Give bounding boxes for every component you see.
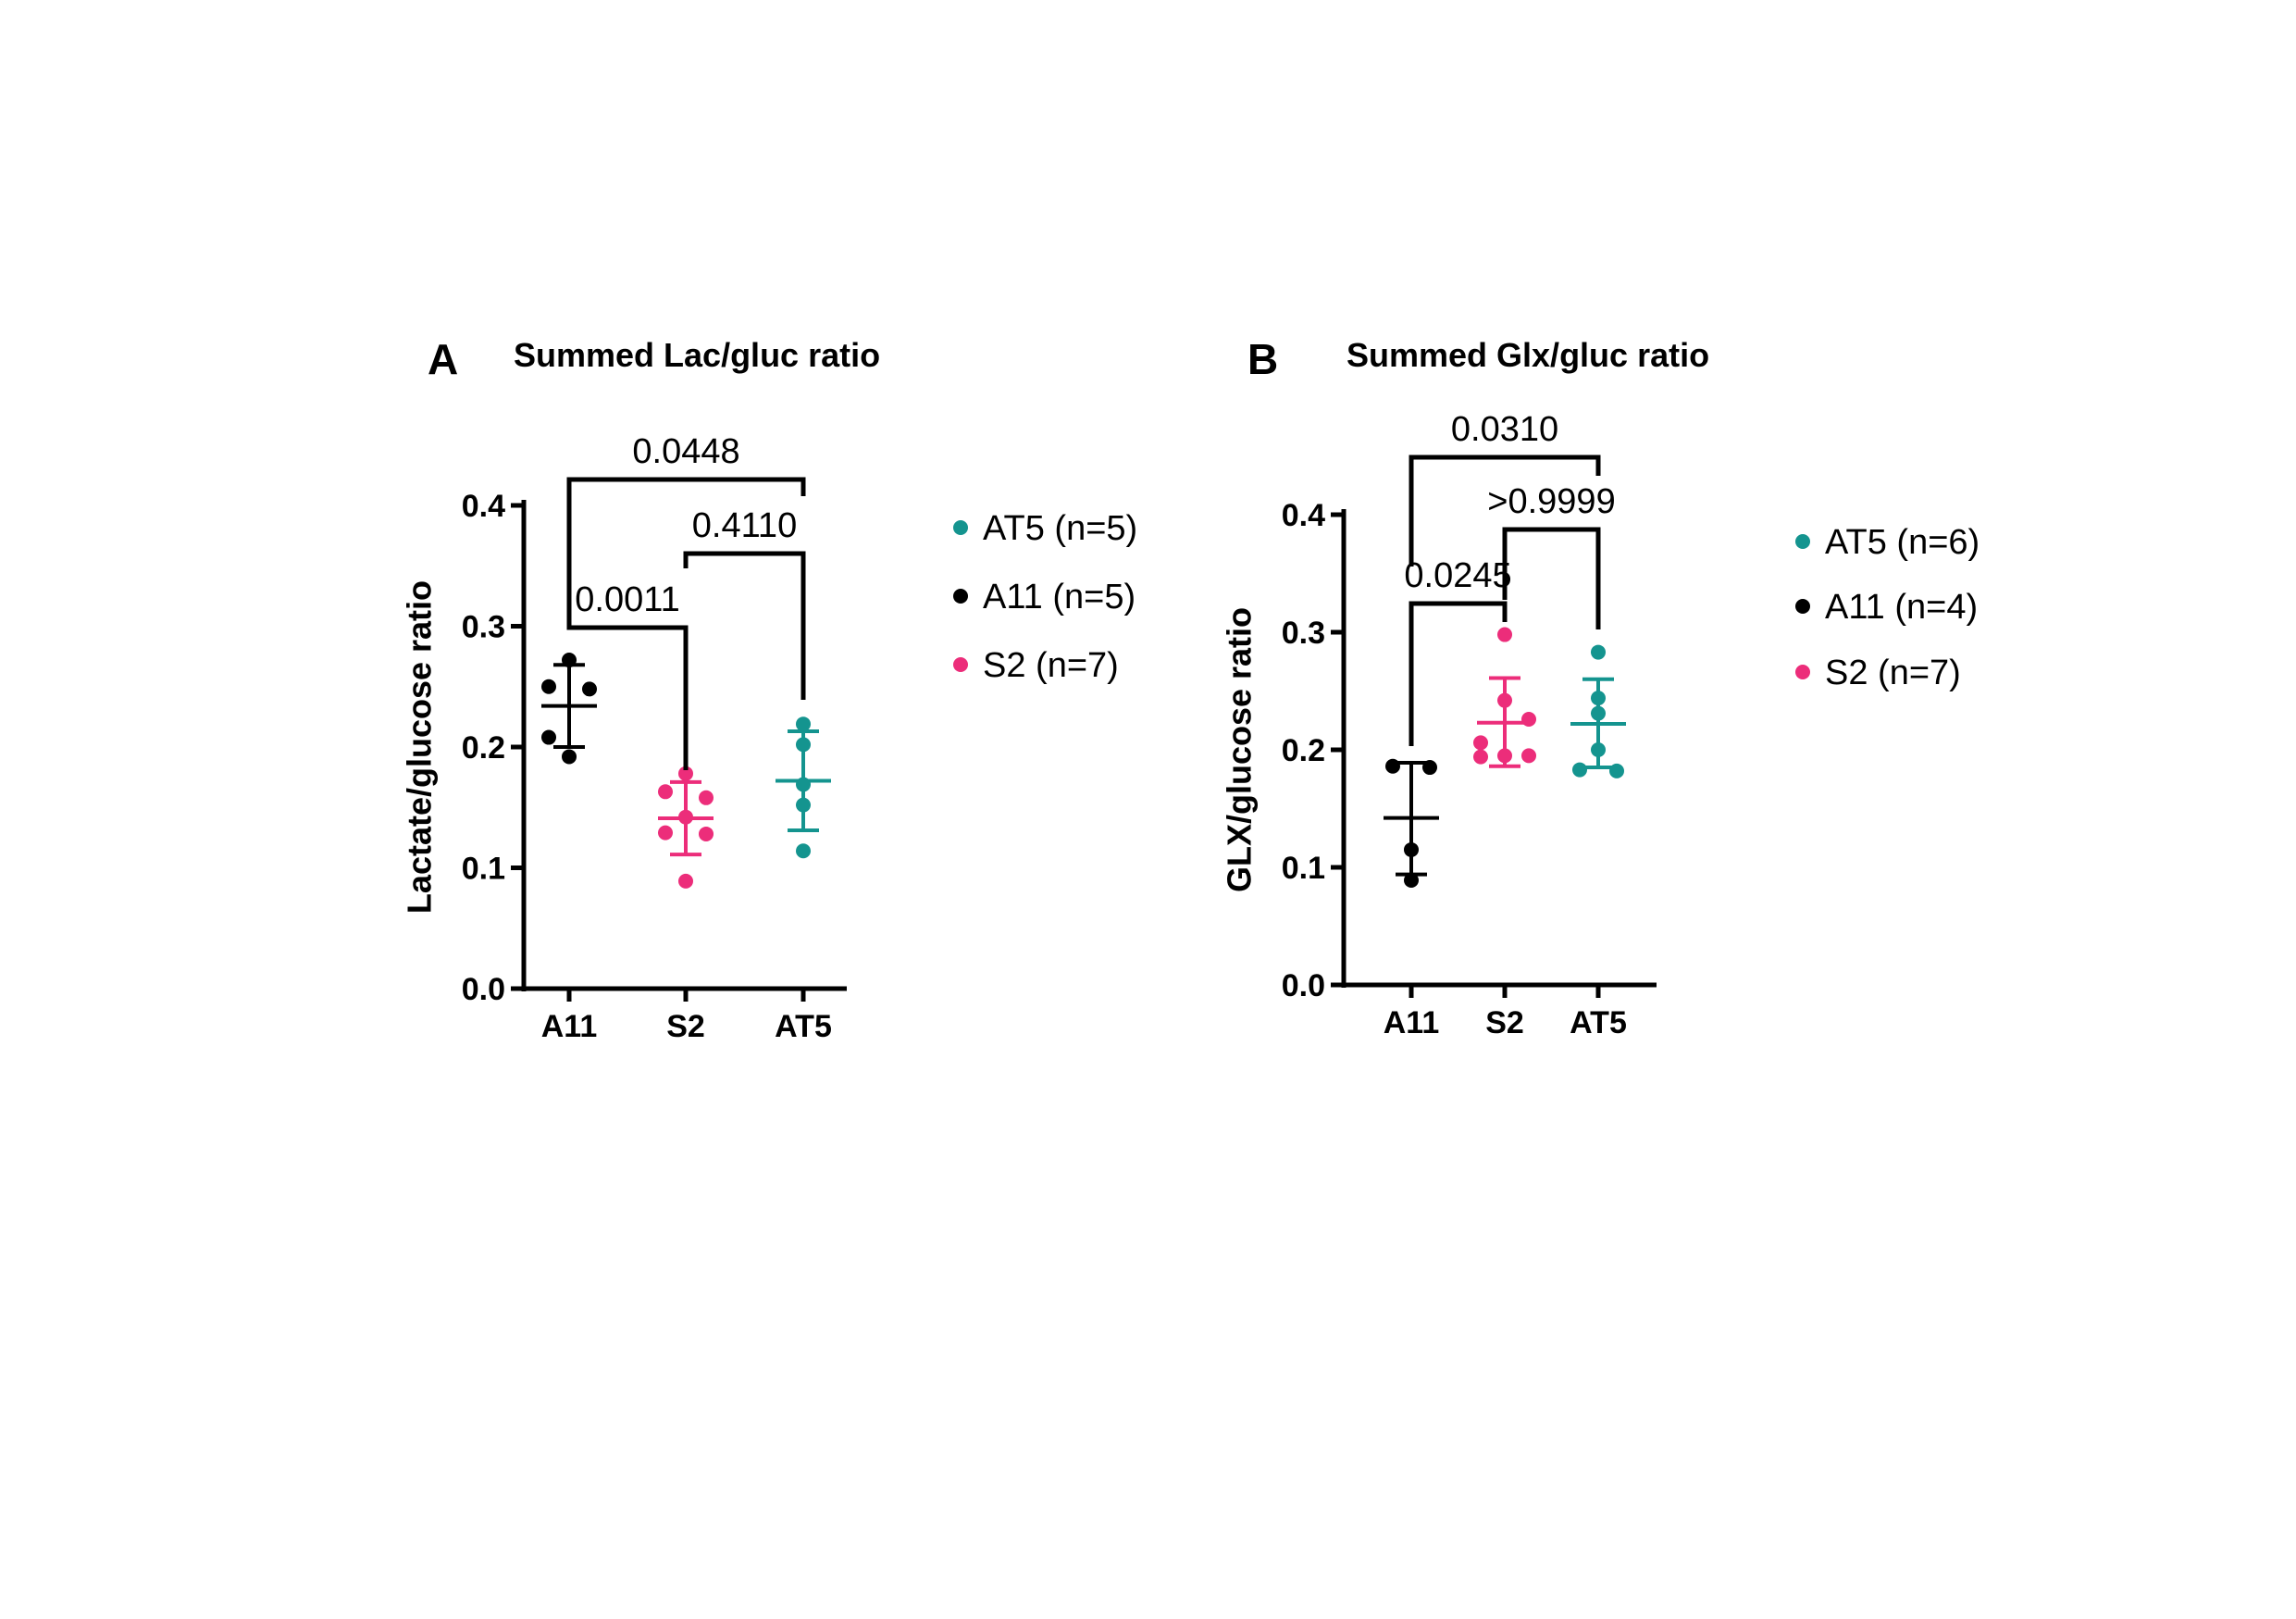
p-value-label: 0.4110 (692, 506, 797, 545)
data-point-s2 (658, 784, 673, 800)
p-value-label: 0.0310 (1451, 410, 1558, 449)
data-point-s2 (678, 873, 693, 889)
y-tick-label: 0.2 (1282, 733, 1325, 768)
panel-a: A Summed Lac/gluc ratio Lactate/glucose ra… (401, 335, 1138, 1044)
p-value-label: 0.0011 (575, 580, 679, 619)
data-point-s2 (1473, 749, 1488, 765)
legend-item: A11 (n=4) (1825, 588, 1978, 627)
data-point-s2 (1473, 735, 1488, 751)
legend-marker (1795, 599, 1810, 614)
legend-marker (953, 520, 968, 535)
y-tick-label: 0.4 (1282, 498, 1325, 533)
data-point-at5 (1572, 762, 1587, 778)
y-tick-label: 0.2 (462, 730, 505, 766)
data-point-s2 (1521, 748, 1536, 764)
data-point-s2 (678, 766, 693, 781)
p-value-label: 0.0245 (1404, 556, 1511, 595)
data-point-s2 (1497, 627, 1512, 642)
chart-title: Summed Lac/gluc ratio (514, 336, 880, 374)
y-tick-label: 0.1 (1282, 851, 1325, 886)
chart-title: Summed Glx/gluc ratio (1347, 336, 1709, 374)
y-axis-label: GLX/glucose ratio (1221, 607, 1259, 892)
y-tick-label: 0.1 (462, 852, 505, 887)
legend-item: AT5 (n=5) (983, 509, 1137, 548)
panel-letter: B (1247, 335, 1278, 383)
y-tick-label: 0.0 (1282, 968, 1325, 1003)
legend-item: A11 (n=5) (983, 578, 1136, 616)
p-value-label: 0.0448 (632, 432, 739, 471)
legend-marker (953, 657, 968, 672)
significance-bracket (1409, 455, 1601, 567)
x-tick-label: S2 (1485, 1005, 1524, 1040)
y-tick-label: 0.3 (1282, 616, 1325, 651)
data-point-s2 (699, 790, 714, 805)
data-point-at5 (796, 716, 811, 732)
p-value-label: >0.9999 (1487, 482, 1615, 521)
data-point-a11 (541, 679, 556, 694)
x-tick-label: AT5 (775, 1009, 832, 1044)
data-point-a11 (562, 749, 577, 765)
significance-bracket (683, 551, 806, 700)
y-tick-label: 0.0 (462, 972, 505, 1007)
significance-bracket (1409, 601, 1508, 746)
x-tick-label: S2 (666, 1009, 705, 1044)
significance-bracket (566, 477, 806, 567)
x-tick-label: A11 (1384, 1005, 1440, 1040)
x-tick-label: AT5 (1570, 1005, 1627, 1040)
data-point-s2 (658, 825, 673, 841)
legend-marker (953, 589, 968, 604)
data-point-a11 (541, 729, 556, 745)
legend-item: S2 (n=7) (1825, 654, 1961, 692)
data-point-a11 (1404, 872, 1419, 888)
data-point-at5 (1591, 644, 1606, 660)
x-tick-label: A11 (541, 1009, 598, 1044)
legend-item: S2 (n=7) (983, 646, 1119, 685)
data-point-a11 (582, 681, 597, 697)
y-axis-label: Lactate/glucose ratio (401, 580, 439, 914)
significance-bracket (1502, 527, 1601, 629)
legend-item: AT5 (n=6) (1825, 523, 1980, 562)
data-point-s2 (699, 826, 714, 841)
y-tick-label: 0.3 (462, 610, 505, 645)
legend-marker (1795, 534, 1810, 549)
data-point-at5 (796, 843, 811, 859)
panel-b: B Summed Glx/gluc ratio GLX/glucose ratio 0… (1221, 335, 1980, 1040)
legend-marker (1795, 665, 1810, 679)
panel-letter: A (428, 335, 458, 383)
significance-bracket (566, 567, 689, 770)
y-tick-label: 0.4 (462, 489, 505, 524)
